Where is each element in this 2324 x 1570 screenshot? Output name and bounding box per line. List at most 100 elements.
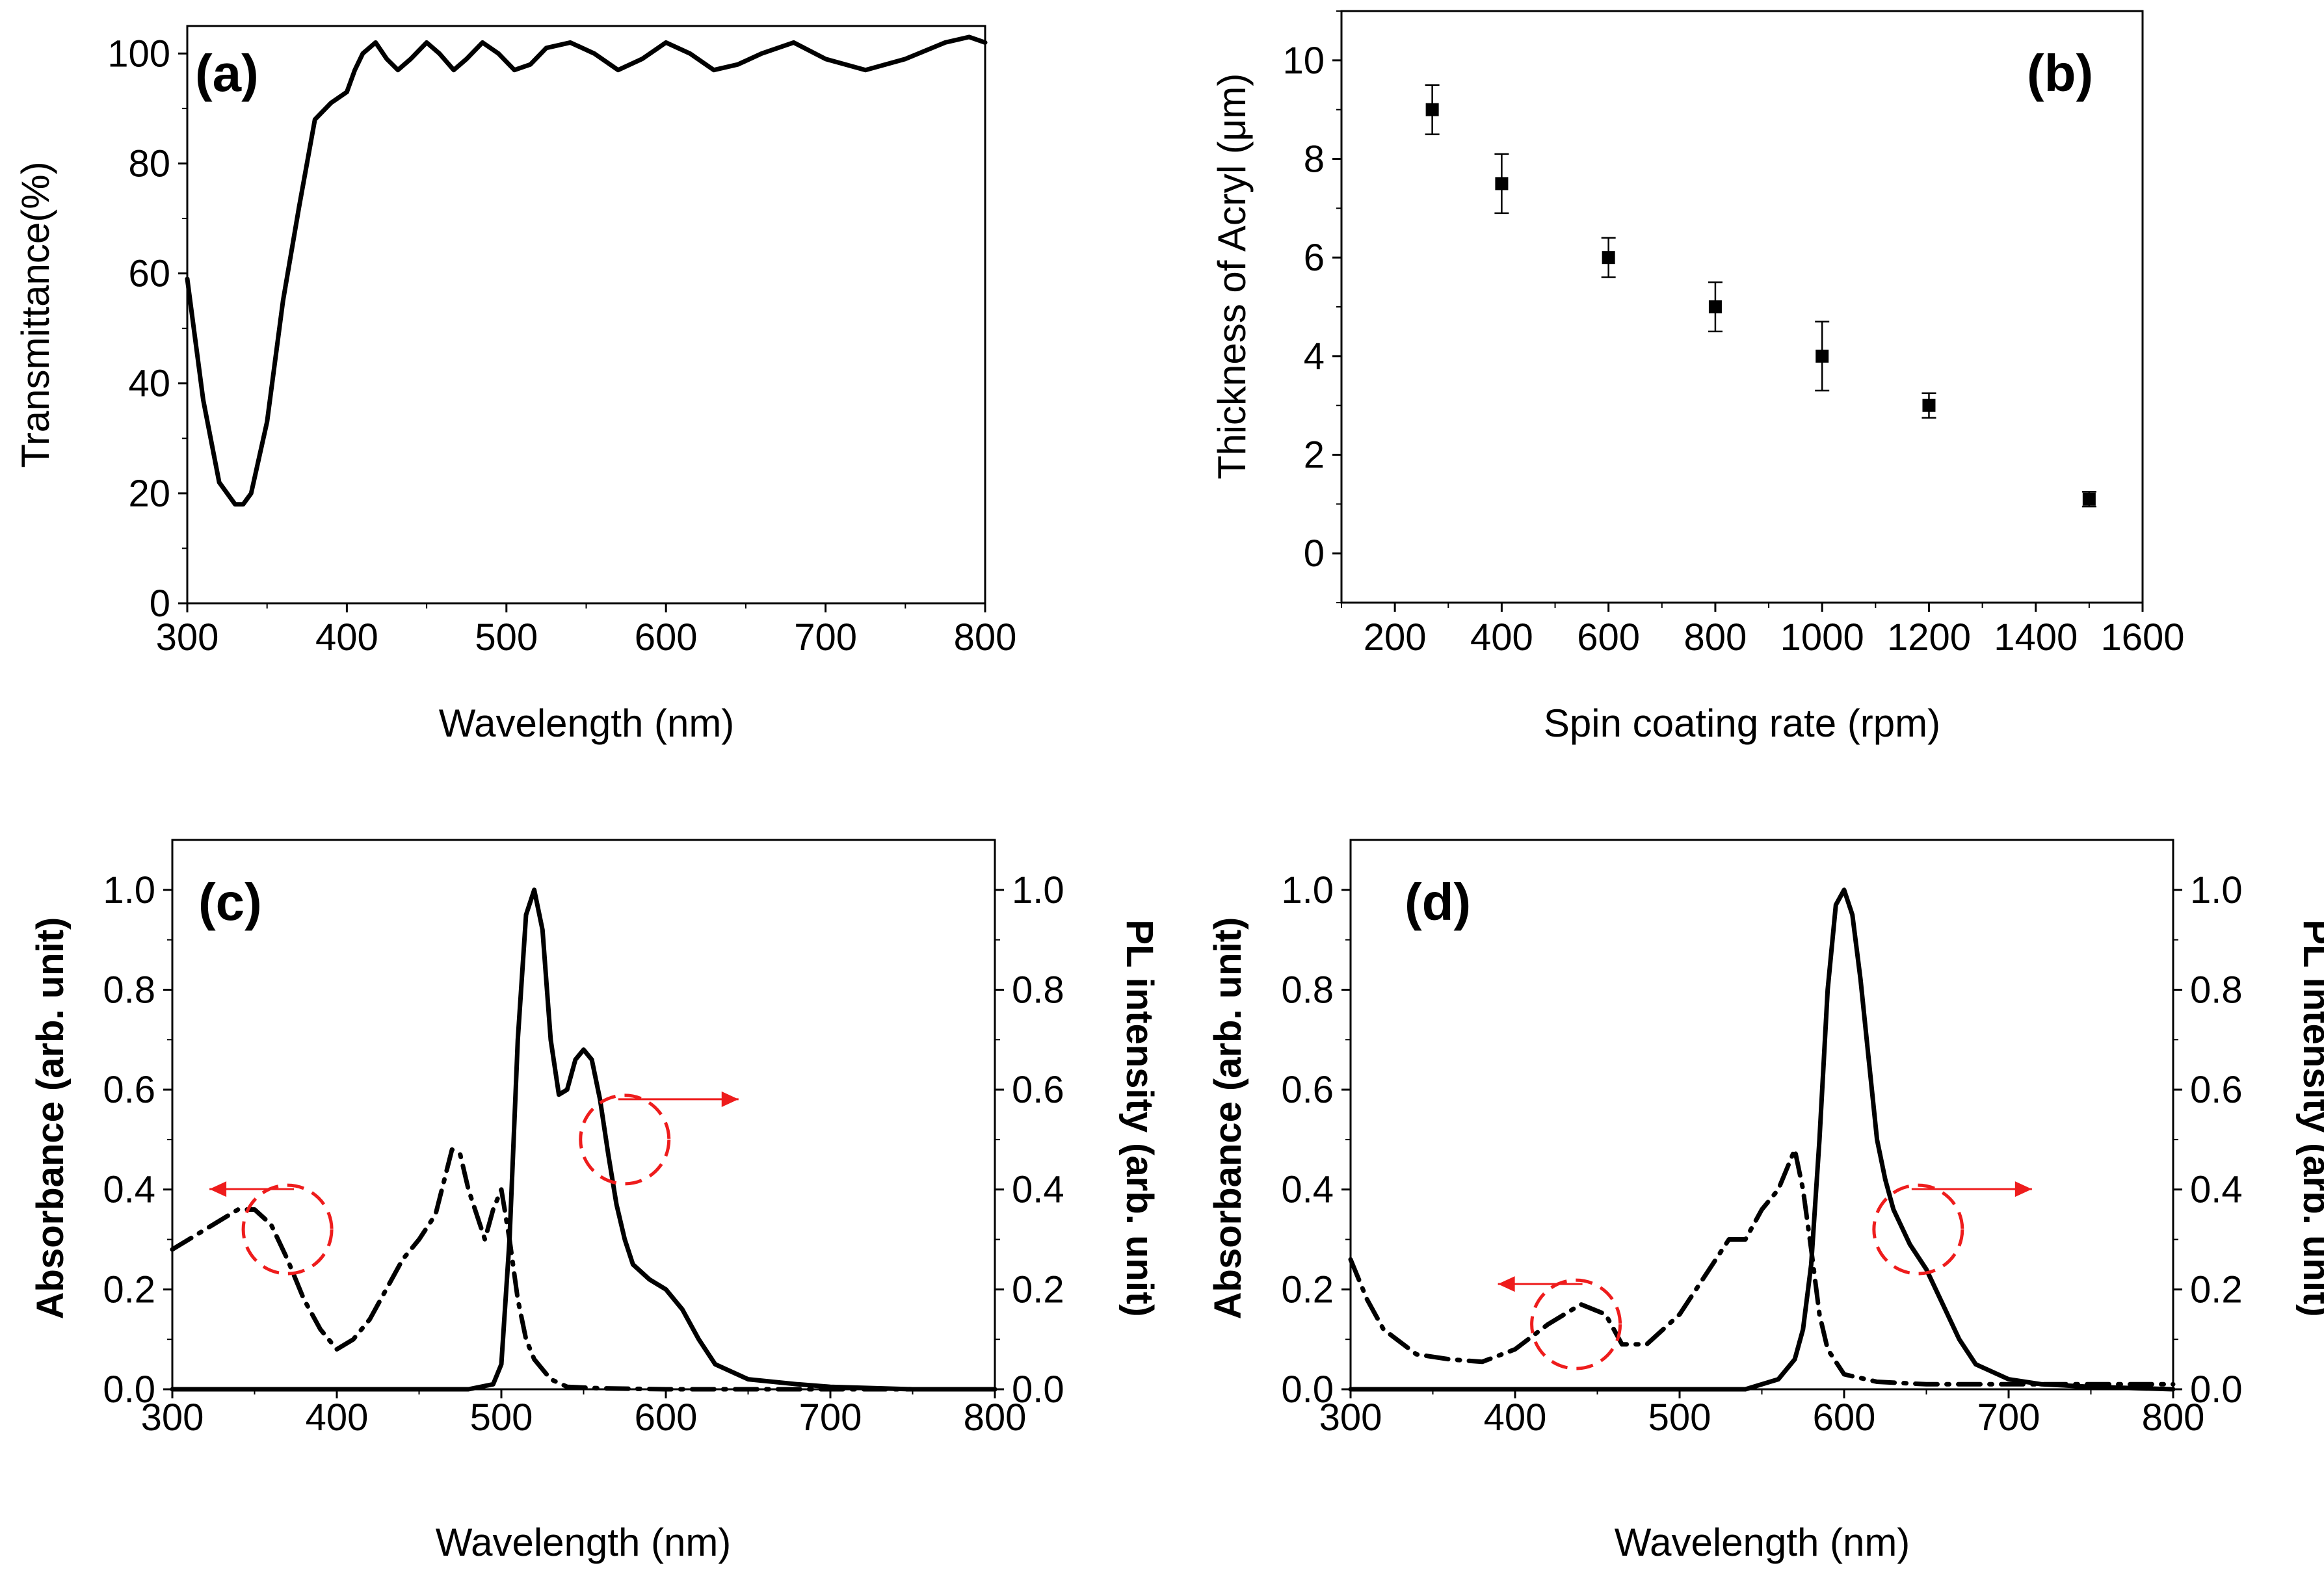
annotation-left (1498, 1276, 1622, 1370)
series-line-transmittance (185, 34, 988, 507)
y-axis-title: Transmittance(%) (14, 161, 57, 467)
y-right-tick-label: 0.0 (1012, 1368, 1064, 1411)
y-right-tick-label: 0.8 (1012, 969, 1064, 1011)
marker-square (1425, 103, 1439, 116)
y-tick-label: 8 (1304, 138, 1325, 181)
y-tick-label: 6 (1304, 237, 1325, 279)
x-tick-label: 600 (635, 1396, 698, 1439)
panel-d-red-spectra: 300 400 500 600 700 800 0.0 0.0 0.2 0.2 0.4 0.4 0.6… (1207, 839, 2324, 1564)
series-line-pl (170, 887, 997, 1392)
annotations (1498, 1181, 2032, 1370)
x-axis-title: Spin coating rate (rpm) (1544, 701, 1940, 745)
marker-square (2082, 492, 2096, 506)
x-tick-label: 800 (1684, 616, 1747, 659)
x-tick-label: 600 (1813, 1396, 1876, 1439)
x-ticks: 300 400 500 600 700 800 (1319, 1389, 2205, 1439)
y-right-tick-label: 0.4 (1012, 1169, 1064, 1211)
y-right-tick-label: 0.2 (2190, 1268, 2243, 1311)
x-tick-label: 500 (470, 1396, 533, 1439)
x-tick-label: 800 (954, 616, 1017, 659)
y-tick-label: 1.0 (1281, 869, 1334, 911)
y-right-tick-label: 0.6 (1012, 1069, 1064, 1111)
marker-square (1816, 349, 1829, 363)
plot-frame (186, 25, 986, 605)
x-tick-label: 1200 (1887, 616, 1971, 659)
y-right-tick-label: 0.4 (2190, 1169, 2243, 1211)
y-tick-label: 0 (150, 582, 170, 625)
dashed-circle (1872, 1183, 1964, 1276)
y-axis-title: Thickness of Acryl (μm) (1210, 73, 1254, 480)
marker-square (1602, 251, 1615, 265)
x-tick-label: 600 (635, 616, 698, 659)
x-tick-label: 300 (1319, 1396, 1382, 1439)
x-tick-label: 400 (315, 616, 378, 659)
y-tick-label: 0.0 (103, 1368, 155, 1411)
x-tick-label: 700 (1977, 1396, 2040, 1439)
y-tick-label: 10 (1282, 40, 1325, 82)
y-axis-title-left: Absorbance (arb. unit) (1207, 917, 1249, 1320)
y-tick-label: 0.6 (1281, 1069, 1334, 1111)
y-tick-label: 40 (128, 363, 170, 405)
x-axis-title: Wavelength (nm) (436, 1521, 732, 1564)
y-tick-label: 2 (1304, 434, 1325, 477)
y-right-tick-label: 0.6 (2190, 1069, 2243, 1111)
x-tick-label: 1000 (1780, 616, 1864, 659)
arrow-head-icon (209, 1181, 227, 1197)
x-ticks: 200 400 600 800 1000 1200 1400 1600 (1341, 603, 2185, 659)
plot-frame (1340, 10, 2144, 604)
series-group (1425, 84, 2096, 508)
y-right-tick-label: 1.0 (2190, 869, 2243, 911)
y-tick-label: 60 (128, 253, 170, 295)
dashed-circle (241, 1183, 334, 1276)
series-line-pl (1348, 887, 2176, 1392)
y-tick-label: 0 (1304, 532, 1325, 575)
arrow-head-icon (1498, 1276, 1515, 1292)
x-tick-label: 800 (2142, 1396, 2205, 1439)
x-tick-label: 700 (799, 1396, 862, 1439)
y-tick-label: 0.2 (103, 1268, 155, 1311)
marker-square (1495, 177, 1509, 190)
y-axis-title-right: PL intensity (arb. unit) (2295, 919, 2324, 1316)
x-ticks: 300 400 500 600 700 800 (156, 603, 1017, 659)
x-tick-label: 300 (141, 1396, 204, 1439)
panel-c-green-spectra: 300 400 500 600 700 800 0.0 0.0 0.2 0.2 0.4 0.4 0.6… (29, 839, 1161, 1564)
data-point (1601, 237, 1616, 278)
data-point (1494, 153, 1509, 215)
data-point (2081, 491, 2096, 508)
series-group (170, 887, 997, 1392)
x-tick-label: 400 (306, 1396, 369, 1439)
annotation-left (209, 1181, 334, 1276)
dashed-circle (579, 1093, 671, 1186)
y-tick-label: 0.4 (103, 1169, 155, 1211)
y-right-tick-label: 0.0 (2190, 1368, 2243, 1411)
plot-frame (1349, 839, 2174, 1391)
arrow-head-icon (721, 1091, 739, 1107)
series-group (1348, 887, 2176, 1392)
annotation-right (579, 1091, 739, 1186)
marker-square (1708, 300, 1722, 313)
y-tick-label: 0.2 (1281, 1268, 1334, 1311)
y-tick-label: 100 (107, 33, 170, 75)
data-point (1815, 321, 1830, 392)
y-tick-label: 0.4 (1281, 1169, 1334, 1211)
y-axis-title-left: Absorbance (arb. unit) (29, 917, 72, 1320)
dashed-circle (1530, 1278, 1622, 1370)
x-tick-label: 1400 (1994, 616, 2078, 659)
data-point (1921, 392, 1936, 419)
plot-frame (171, 839, 996, 1391)
y-tick-label: 80 (128, 142, 170, 185)
y-tick-label: 0.8 (103, 969, 155, 1011)
x-ticks: 300 400 500 600 700 800 (141, 1389, 1026, 1439)
x-tick-label: 500 (1648, 1396, 1711, 1439)
panel-label: (d) (1405, 873, 1471, 931)
annotations (209, 1091, 739, 1276)
y-right-tick-label: 1.0 (1012, 869, 1064, 911)
x-tick-label: 400 (1470, 616, 1533, 659)
series-group (185, 34, 988, 507)
y-tick-label: 4 (1304, 335, 1325, 378)
x-tick-label: 600 (1577, 616, 1640, 659)
y-tick-label: 0.6 (103, 1069, 155, 1111)
panel-label: (a) (195, 44, 259, 102)
annotation-right (1872, 1181, 2032, 1276)
